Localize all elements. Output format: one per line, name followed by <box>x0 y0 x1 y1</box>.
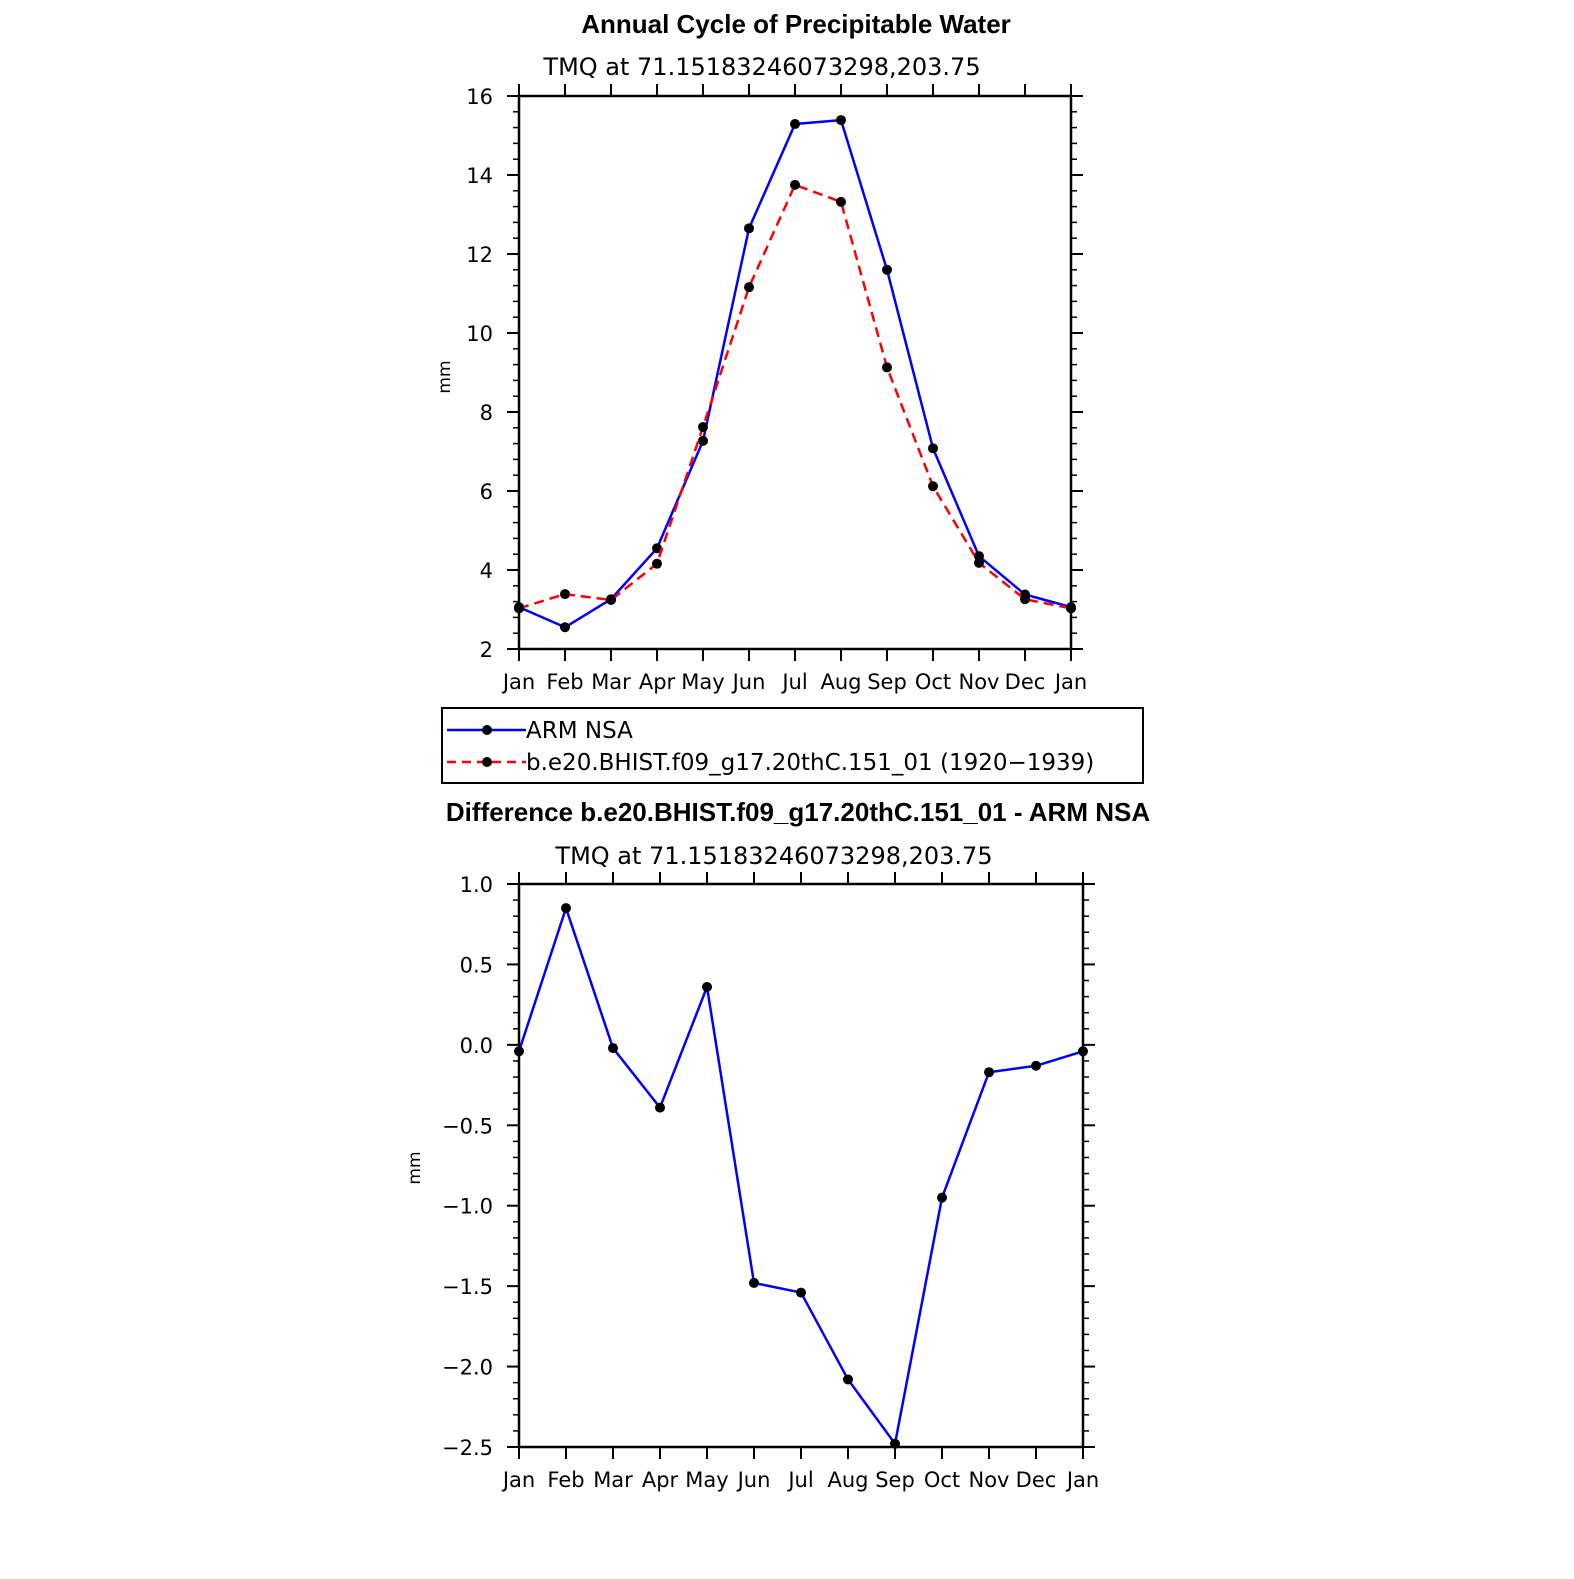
y-tick-label: −0.5 <box>442 1114 493 1138</box>
x-tick-label: Nov <box>959 670 1000 694</box>
x-tick-label: Mar <box>593 1468 633 1492</box>
legend-marker-arm <box>482 725 492 735</box>
series-1-point <box>560 589 570 600</box>
y-tick-label: 1.0 <box>460 873 493 897</box>
chart-title: Annual Cycle of Precipitable Water <box>581 9 1011 39</box>
series-1-point <box>836 196 846 207</box>
series-0-point <box>928 443 938 454</box>
series-1-point <box>606 595 616 606</box>
series-0-point <box>890 1438 900 1449</box>
series-1-point <box>744 282 754 293</box>
series-line-0 <box>518 118 1072 629</box>
legend-marker-model <box>482 757 492 767</box>
x-tick-label: Jan <box>501 1468 535 1492</box>
series-0-point <box>608 1043 618 1054</box>
x-tick-label: Dec <box>1016 1468 1057 1492</box>
series-0-point <box>1078 1046 1088 1057</box>
legend-label-model: b.e20.BHIST.f09_g17.20thC.151_01 (1920−1… <box>526 750 1094 776</box>
plot-area: Jan Feb Mar Apr May Jun Jul Aug Sep Oct Nov Dec Jan−… <box>442 872 1099 1492</box>
series-0-point <box>560 622 570 633</box>
series-1-point <box>790 179 800 190</box>
series-0-point <box>561 903 571 914</box>
chart-title: Difference b.e20.BHIST.f09_g17.20thC.151… <box>446 797 1150 827</box>
x-tick-label: Aug <box>827 1468 868 1492</box>
plot-frame <box>517 94 1073 651</box>
series-1-point <box>1066 603 1076 614</box>
y-tick-label: 14 <box>466 164 493 188</box>
y-tick-label: 4 <box>480 559 493 583</box>
x-tick-label: Mar <box>591 670 631 694</box>
series-0-point <box>702 981 712 992</box>
series-line-1 <box>518 183 1072 610</box>
y-tick-label: 8 <box>480 401 493 425</box>
series-line-0 <box>517 906 1084 1446</box>
series-0-point <box>843 1374 853 1385</box>
y-tick-label: −1.0 <box>442 1195 493 1219</box>
chart-subtitle: TMQ at 71.15183246073298,203.75 <box>542 53 980 81</box>
x-tick-label: Jul <box>780 670 807 694</box>
difference-chart: Difference b.e20.BHIST.f09_g17.20thC.151… <box>405 797 1150 1492</box>
series-1-point <box>974 557 984 568</box>
series-1-point <box>652 558 662 569</box>
series-0-point <box>655 1102 665 1113</box>
x-tick-label: Feb <box>547 1468 584 1492</box>
series-0-point <box>796 1287 806 1298</box>
legend: ARM NSA b.e20.BHIST.f09_g17.20thC.151_01… <box>441 707 1144 784</box>
x-tick-label: May <box>681 670 724 694</box>
legend-label-arm: ARM NSA <box>526 718 633 744</box>
y-axis-label: mm <box>435 360 455 393</box>
x-tick-label: Sep <box>867 670 907 694</box>
series-1-point <box>514 603 524 614</box>
x-tick-label: Nov <box>969 1468 1010 1492</box>
annual-cycle-chart: Annual Cycle of Precipitable Water TMQ a… <box>435 9 1144 784</box>
series-0-point <box>744 223 754 234</box>
series-0-point <box>652 543 662 554</box>
y-tick-label: 0.5 <box>460 953 493 977</box>
y-axis-label: mm <box>405 1151 425 1184</box>
y-tick-label: 6 <box>480 480 493 504</box>
plot-frame <box>517 882 1085 1449</box>
series-0-point <box>1031 1060 1041 1071</box>
series-0-point <box>698 435 708 446</box>
series-1-point <box>1020 594 1030 605</box>
series-0-point <box>749 1277 759 1288</box>
x-tick-label: Jan <box>501 670 535 694</box>
y-tick-label: −2.5 <box>442 1436 493 1460</box>
series-0-point <box>836 115 846 126</box>
x-tick-label: Jan <box>1053 670 1087 694</box>
x-tick-label: Jun <box>736 1468 771 1492</box>
x-tick-label: Dec <box>1005 670 1046 694</box>
series-0-point <box>514 1046 524 1057</box>
series-1-point <box>928 481 938 492</box>
series-1-point <box>882 362 892 373</box>
chart-subtitle: TMQ at 71.15183246073298,203.75 <box>554 842 992 870</box>
series-0-point <box>790 119 800 130</box>
x-tick-label: May <box>685 1468 728 1492</box>
x-tick-label: Jul <box>786 1468 813 1492</box>
x-tick-label: Apr <box>642 1468 679 1492</box>
x-tick-label: Jan <box>1065 1468 1099 1492</box>
series-0-point <box>937 1192 947 1203</box>
x-tick-label: Jun <box>731 670 766 694</box>
y-tick-label: −1.5 <box>442 1275 493 1299</box>
series-0-point <box>882 264 892 275</box>
y-tick-label: −2.0 <box>442 1356 493 1380</box>
x-tick-label: Sep <box>875 1468 915 1492</box>
x-tick-label: Oct <box>915 670 951 694</box>
series-0-point <box>984 1067 994 1078</box>
y-tick-label: 12 <box>466 243 493 267</box>
x-tick-label: Apr <box>639 670 676 694</box>
legend-box <box>441 707 1144 784</box>
x-tick-label: Feb <box>546 670 583 694</box>
x-tick-label: Aug <box>820 670 861 694</box>
plot-area: Jan Feb Mar Apr May Jun Jul Aug Sep Oct Nov Dec Jan 2… <box>466 84 1087 694</box>
y-tick-label: 0.0 <box>460 1034 493 1058</box>
y-tick-label: 10 <box>466 322 493 346</box>
x-tick-label: Oct <box>924 1468 960 1492</box>
series-1-point <box>698 422 708 433</box>
y-tick-label: 16 <box>466 85 493 109</box>
y-tick-label: 2 <box>480 638 493 662</box>
